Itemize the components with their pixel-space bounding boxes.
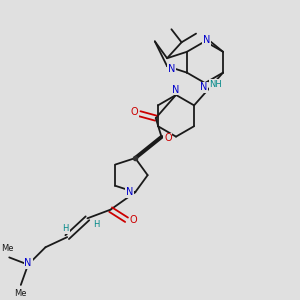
Text: O: O (130, 215, 138, 225)
Text: N: N (172, 85, 180, 95)
Text: O: O (131, 107, 138, 117)
Text: N: N (24, 258, 32, 268)
Text: N: N (168, 64, 175, 74)
Text: N: N (126, 187, 133, 197)
Text: O: O (164, 134, 172, 143)
Text: Me: Me (15, 289, 27, 298)
Text: H: H (93, 220, 99, 229)
Text: NH: NH (209, 80, 222, 89)
Text: H: H (62, 224, 69, 233)
Text: N: N (203, 35, 210, 45)
Text: Me: Me (2, 244, 14, 253)
Text: N: N (200, 82, 207, 92)
